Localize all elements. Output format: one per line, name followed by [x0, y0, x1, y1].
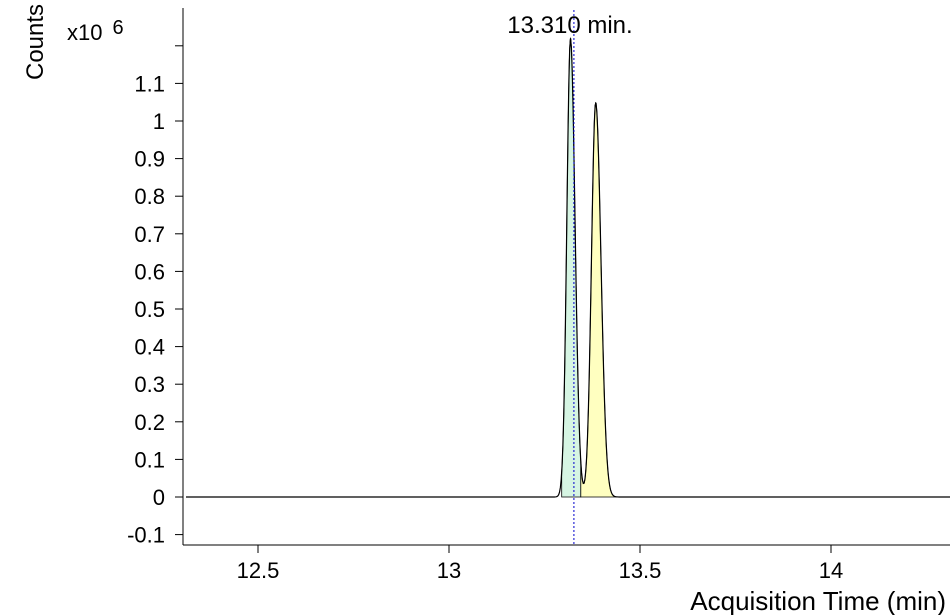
peak-fill-1: [561, 37, 582, 498]
y-tick-label: 0.1: [134, 447, 165, 472]
x-tick-label: 12.5: [237, 558, 280, 583]
y-tick-label: 0: [153, 485, 165, 510]
y-tick-label: 0.4: [134, 335, 165, 360]
y-tick-label: 0.8: [134, 184, 165, 209]
y-tick-label: 0.6: [134, 259, 165, 284]
y-axis-title: Counts: [22, 4, 49, 80]
y-tick-label: -0.1: [127, 523, 165, 548]
y-tick-label: 1.1: [134, 71, 165, 96]
x-tick-label: 13.5: [619, 558, 662, 583]
chromatogram-trace: [186, 38, 950, 498]
x-tick-label: 13: [437, 558, 461, 583]
y-tick-label: 0.5: [134, 297, 165, 322]
peak-fills: [561, 37, 623, 498]
y-tick-label: 0.9: [134, 147, 165, 172]
x-tick-label: 14: [819, 558, 843, 583]
x-axis-title: Acquisition Time (min): [690, 586, 946, 615]
y-tick-label: 0.7: [134, 222, 165, 247]
x-ticks: 12.5 13 13.5 14: [237, 545, 843, 583]
y-ticks: -0.1 0 0.1 0.2 0.3 0.4 0.5 0.6 0.7 0.8 0.9 1 1.1: [127, 45, 183, 548]
y-tick-label: 1: [153, 109, 165, 134]
y-multiplier-exponent: 6: [112, 17, 123, 39]
axes: [182, 8, 950, 546]
y-tick-label: 0.2: [134, 410, 165, 435]
y-multiplier: x10 6: [67, 17, 124, 45]
y-tick-label: 0.3: [134, 372, 165, 397]
marker-label: 13.310 min.: [507, 12, 632, 39]
y-multiplier-base: x10: [67, 20, 102, 45]
